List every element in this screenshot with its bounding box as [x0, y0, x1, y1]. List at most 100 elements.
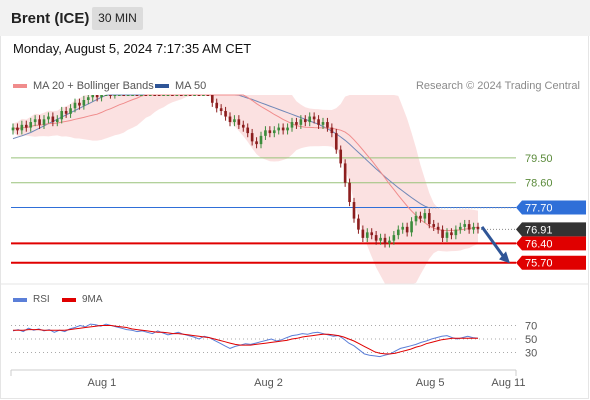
candle-body [299, 119, 303, 125]
candle-body [277, 127, 281, 131]
x-tick-label: Aug 2 [254, 377, 283, 389]
candle-body [374, 235, 378, 241]
candle-body [135, 95, 139, 96]
candle-body [24, 124, 28, 128]
candle-body [427, 213, 431, 225]
candle-body [357, 218, 360, 230]
candle-body [78, 102, 81, 106]
rsi-level-label-70: 70 [525, 321, 537, 333]
candle-body [131, 95, 134, 96]
candle-body [109, 95, 112, 96]
candle-body [233, 119, 236, 123]
legend-ma50-label: MA 50 [175, 80, 207, 92]
current-price-label: 76.91 [525, 224, 553, 236]
candle-body [144, 95, 148, 96]
candle-body [55, 119, 59, 123]
candle-body [69, 108, 72, 114]
candle-body [122, 95, 126, 96]
candle-body [73, 102, 77, 109]
candle-body [330, 127, 334, 134]
candle-body [317, 119, 320, 125]
candle-body [255, 141, 258, 145]
rsi-swatch [13, 297, 27, 302]
candle-body [392, 235, 396, 241]
candle-body [405, 226, 409, 233]
forecast-arrow-shaft [480, 225, 506, 259]
candle-body [188, 95, 192, 96]
rsi-level-label-50: 50 [525, 334, 537, 346]
candle-body [82, 100, 86, 106]
legend-rsi: RSI [13, 294, 50, 305]
candle-body [228, 116, 232, 123]
rsi-line [12, 323, 479, 358]
candle-body [157, 95, 161, 96]
candle-body [272, 130, 276, 134]
candle-body [419, 215, 422, 219]
x-tick-label: Aug 11 [491, 377, 525, 389]
candle-body [117, 95, 121, 96]
candle-body [16, 127, 19, 131]
timeframe-button[interactable]: 30 MIN [92, 7, 143, 30]
candle-body [290, 122, 294, 128]
candle-body [100, 95, 103, 98]
candle-body [64, 111, 68, 114]
candle-body [179, 95, 183, 96]
candle-body [423, 213, 427, 219]
candle-body [476, 226, 480, 230]
candle-body [383, 237, 387, 244]
candle-body [171, 95, 174, 96]
candle-body [312, 116, 316, 120]
credit-text: Research © 2024 Trading Central [415, 80, 580, 92]
candle-body [414, 215, 418, 222]
candle-body [153, 95, 157, 96]
level-label-79.50: 79.50 [525, 153, 553, 165]
candle-body [432, 224, 436, 227]
legend-ma20: MA 20 + Bollinger Bands [13, 80, 154, 92]
level-tag-77.70 [516, 200, 586, 215]
candle-body [445, 232, 449, 238]
candle-body [47, 116, 50, 120]
candle-body [463, 224, 467, 227]
candle-body [202, 95, 205, 96]
candle-body [210, 95, 214, 103]
candle-body [86, 97, 90, 100]
candle-body [241, 124, 245, 128]
candle-body [334, 133, 338, 150]
candle-body [321, 122, 325, 125]
candle-body [441, 229, 444, 238]
candle-body [224, 111, 227, 117]
candle-body [472, 226, 475, 230]
candle-body [410, 221, 413, 233]
candle-body [20, 124, 24, 131]
ma20-line [12, 94, 479, 232]
candle-body [237, 119, 241, 125]
candle-body [166, 95, 170, 96]
candle-body [281, 127, 285, 131]
candle-body [219, 108, 223, 112]
candle-body [259, 135, 263, 145]
candle-body [162, 95, 165, 96]
candle-body [303, 119, 307, 123]
level-label-77.70: 77.70 [525, 203, 553, 215]
candle-body [370, 232, 374, 236]
candle-body [113, 95, 117, 96]
candle-body [436, 226, 440, 230]
rsi-level-label-30: 30 [525, 348, 537, 360]
candle-body [388, 240, 391, 244]
rsi-ma-line [13, 325, 478, 355]
candle-body [458, 226, 462, 230]
candle-body [454, 229, 458, 236]
candle-body [197, 95, 201, 96]
candle-body [250, 133, 254, 142]
candle-body [401, 226, 405, 230]
candle-body [339, 149, 343, 164]
x-tick-label: Aug 5 [416, 377, 445, 389]
candle-body [206, 95, 210, 96]
candle-body [365, 232, 369, 238]
level-label-78.60: 78.60 [525, 178, 553, 190]
level-label-75.70: 75.70 [525, 258, 553, 270]
level-tag-76.40 [516, 236, 586, 251]
candle-body [352, 202, 356, 219]
legend-ma20-label: MA 20 + Bollinger Bands [33, 80, 154, 92]
